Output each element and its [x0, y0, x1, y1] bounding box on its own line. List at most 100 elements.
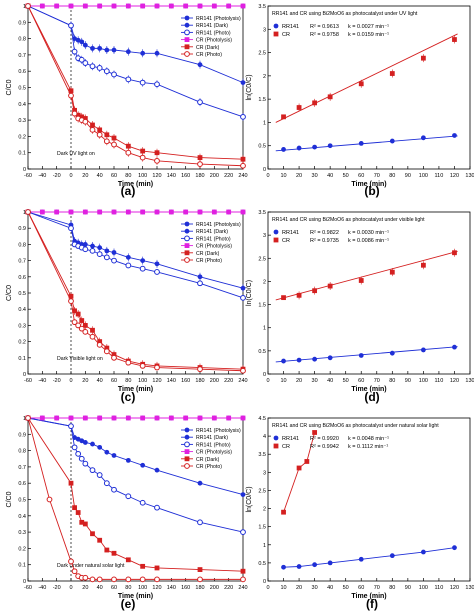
data-point [82, 42, 88, 48]
data-point [211, 3, 217, 9]
data-point [97, 339, 103, 344]
data-point [90, 441, 95, 447]
data-point [89, 333, 96, 340]
x-tick-label: 120 [450, 378, 459, 384]
data-point [226, 3, 232, 9]
x-tick-label: 70 [374, 173, 380, 179]
data-point [39, 209, 45, 215]
data-point [197, 519, 203, 526]
data-point [154, 3, 160, 9]
x-tick-label: 60 [358, 585, 364, 591]
y-tick-label: 0.5 [18, 291, 26, 297]
y-tick-label: 1 [23, 4, 26, 10]
legend-label: CR (Photo) [196, 464, 222, 470]
data-point [389, 269, 395, 275]
y-tick-label: 0.5 [258, 561, 266, 567]
data-point [111, 550, 117, 556]
data-point [197, 99, 203, 106]
y-tick-label: 0.8 [18, 449, 26, 455]
x-tick-label: 0 [266, 378, 269, 384]
data-point [104, 449, 110, 455]
data-point [125, 254, 131, 260]
x-tick-label: 100 [419, 585, 428, 591]
data-point [97, 245, 103, 251]
data-point [240, 529, 246, 535]
x-tick-label: 220 [224, 173, 233, 179]
x-tick-label: 40 [327, 585, 333, 591]
data-point [54, 209, 60, 215]
x-tick-label: 50 [343, 173, 349, 179]
y-tick-label: 1 [263, 120, 266, 126]
data-point [111, 71, 117, 78]
y-tick-label: 0.5 [18, 86, 26, 92]
legend-marker [184, 449, 190, 454]
x-tick-label: 60 [111, 378, 117, 384]
legend-label: RR141 [282, 436, 299, 442]
x-tick-label: 180 [195, 378, 204, 384]
series-1 [275, 344, 458, 364]
data-point [103, 138, 110, 145]
legend-marker [184, 250, 190, 256]
chart-panel-1: -60 -40 -20 0 20 40 60 80 100 120 140 160 180 200 220 2… [6, 3, 248, 188]
x-tick-label: -40 [38, 585, 46, 591]
y-tick-label: 0.4 [18, 102, 26, 108]
data-point [296, 465, 302, 471]
legend-label: RR141 (Dark) [196, 435, 228, 441]
x-tick-label: 80 [389, 378, 395, 384]
data-point [154, 150, 160, 156]
legend-marker [184, 44, 190, 50]
x-tick-label: 200 [210, 173, 219, 179]
legend-label: RR141 (Photo) [196, 30, 231, 36]
data-point [111, 47, 117, 53]
data-point [312, 562, 318, 568]
data-point [140, 462, 146, 468]
data-point [125, 359, 132, 366]
data-point [240, 294, 246, 301]
data-point [125, 143, 131, 149]
x-tick-label: 100 [419, 173, 428, 179]
data-point [183, 3, 189, 9]
x-tick-label: 180 [195, 585, 204, 591]
y-tick-label: 0 [23, 372, 26, 378]
x-tick-label: 220 [224, 585, 233, 591]
data-point [68, 22, 74, 29]
legend-marker [273, 435, 279, 441]
data-point [154, 209, 160, 215]
series-line [283, 432, 316, 513]
data-point [79, 519, 85, 525]
x-tick-label: 180 [195, 173, 204, 179]
data-point [125, 76, 132, 83]
x-tick-label: 80 [125, 378, 131, 384]
legend-label: RR141 (Photolysis) [196, 222, 241, 228]
x-axis-label: Time (min) [118, 593, 153, 600]
y-tick-label: 0 [23, 167, 26, 173]
y-tick-label: 0.2 [18, 546, 26, 552]
data-point [79, 318, 85, 323]
data-point [90, 243, 95, 249]
x-axis-label: Time (min) [351, 181, 386, 188]
legend-r2: R² = 0.9822 [310, 230, 339, 236]
data-point [79, 438, 85, 444]
data-point [154, 157, 160, 164]
data-point [154, 415, 160, 421]
fit-line [275, 135, 458, 152]
x-tick-label: 50 [343, 378, 349, 384]
data-point [312, 288, 318, 294]
data-point [197, 155, 203, 160]
data-point [97, 415, 103, 421]
data-point [97, 3, 103, 9]
data-point [72, 505, 77, 511]
legend-label: RR141 (Photo) [196, 442, 231, 448]
data-point [327, 143, 333, 149]
data-point [240, 415, 246, 421]
legend-label: RR141 [282, 230, 299, 236]
data-point [82, 60, 89, 66]
y-tick-label: 0.3 [18, 530, 26, 536]
x-tick-label: 130 [465, 173, 474, 179]
data-point [97, 127, 103, 133]
x-tick-label: 100 [138, 173, 147, 179]
data-point [240, 113, 246, 120]
data-point [68, 298, 74, 305]
x-tick-label: 40 [97, 585, 103, 591]
data-point [197, 161, 203, 168]
